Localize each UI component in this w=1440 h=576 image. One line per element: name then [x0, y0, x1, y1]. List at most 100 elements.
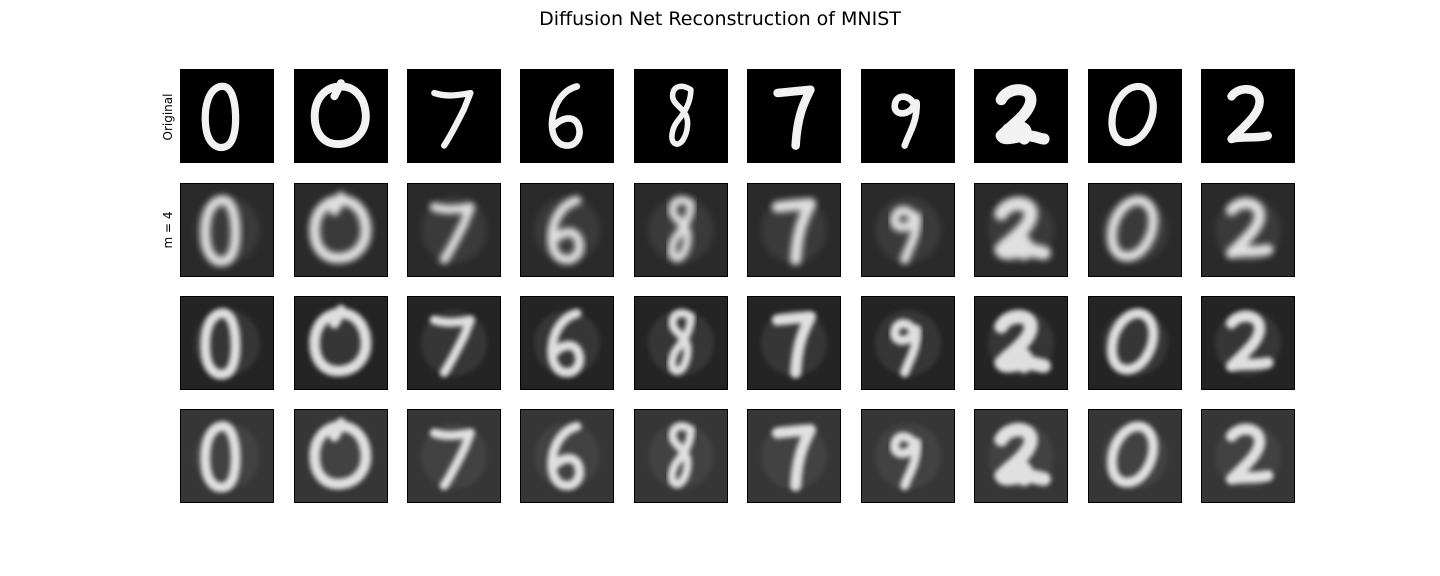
row-label-original: Original [161, 93, 175, 141]
digit-stroke [309, 417, 371, 490]
digit-stroke [994, 422, 1051, 486]
digit-stroke [429, 202, 475, 265]
digit-9-glyph [875, 310, 941, 378]
digit-stroke [667, 196, 695, 263]
digit-6-glyph [534, 421, 600, 491]
digit-0-glyph [194, 195, 260, 267]
digit-0-glyph [308, 417, 374, 490]
digit-0-glyph [201, 82, 240, 152]
digit-stroke [1107, 195, 1159, 262]
digit-stroke [547, 421, 585, 491]
digit-stroke [994, 309, 1051, 373]
digit-stroke [548, 83, 583, 149]
digit-0-glyph [308, 191, 374, 264]
digit-stroke [773, 85, 815, 150]
digit-7-glyph [431, 89, 474, 149]
digit-9-glyph [891, 93, 921, 149]
digit-image-r2-c2 [294, 183, 388, 277]
digit-stroke [547, 308, 585, 378]
digit-0-glyph [1102, 308, 1168, 376]
digit-7-glyph [761, 197, 827, 266]
digit-stroke [1225, 197, 1274, 259]
digit-stroke [994, 196, 1051, 260]
digit-image-r2-c1 [180, 183, 274, 277]
digit-stroke [667, 422, 695, 489]
digit-0-glyph [1102, 195, 1168, 263]
digit-0-glyph [1108, 82, 1157, 147]
digit-image-r4-c8 [974, 409, 1068, 503]
digit-6-glyph [534, 195, 600, 265]
digit-image-r2-c5 [634, 183, 728, 277]
digit-image-r1-c9 [1088, 69, 1182, 163]
digit-image-r4-c5 [634, 409, 728, 503]
digit-image-r3-c1 [180, 296, 274, 390]
digit-image-r4-c4 [520, 409, 614, 503]
digit-image-r2-c9 [1088, 183, 1182, 277]
digit-stroke [200, 308, 241, 380]
digit-image-r1-c5 [634, 69, 728, 163]
digit-image-r1-c7 [861, 69, 955, 163]
digit-stroke [995, 84, 1050, 145]
digit-2-glyph [1215, 197, 1281, 263]
digit-image-r3-c8 [974, 296, 1068, 390]
digit-image-r3-c3 [407, 296, 501, 390]
digit-stroke [429, 315, 475, 378]
digit-image-r4-c10 [1201, 409, 1295, 503]
digit-stroke [1107, 308, 1159, 375]
image-grid [180, 69, 1297, 505]
digit-8-glyph [648, 309, 714, 376]
digit-0-glyph [308, 304, 374, 377]
digit-image-r1-c1 [180, 69, 274, 163]
digit-image-r3-c4 [520, 296, 614, 390]
digit-stroke [1107, 421, 1159, 488]
digit-image-r2-c7 [861, 183, 955, 277]
digit-2-glyph [995, 84, 1050, 145]
digit-image-r2-c3 [407, 183, 501, 277]
digit-0-glyph [1102, 421, 1168, 489]
figure-title: Diffusion Net Reconstruction of MNIST [539, 8, 901, 30]
digit-7-glyph [421, 310, 487, 378]
digit-stroke [890, 319, 922, 378]
digit-7-glyph [421, 197, 487, 265]
digit-image-r4-c3 [407, 409, 501, 503]
digit-stroke [667, 309, 695, 376]
digit-stroke [1225, 310, 1274, 372]
digit-image-r1-c10 [1201, 69, 1295, 163]
digit-2-glyph [1215, 423, 1281, 489]
digit-6-glyph [548, 83, 583, 149]
digit-stroke [771, 424, 817, 492]
digit-image-r3-c9 [1088, 296, 1182, 390]
digit-stroke [309, 191, 371, 264]
digit-9-glyph [875, 197, 941, 265]
digit-stroke [200, 421, 241, 493]
digit-image-r3-c7 [861, 296, 955, 390]
digit-image-r4-c1 [180, 409, 274, 503]
digit-image-r3-c2 [294, 296, 388, 390]
digit-image-r2-c6 [747, 183, 841, 277]
digit-9-glyph [875, 423, 941, 491]
digit-image-r1-c6 [747, 69, 841, 163]
digit-0-glyph [194, 308, 260, 380]
digit-stroke [771, 311, 817, 379]
digit-stroke [310, 79, 370, 148]
digit-image-r4-c9 [1088, 409, 1182, 503]
row-label-m4: m = 4 [161, 211, 175, 249]
digit-0-glyph [194, 421, 260, 493]
digit-image-r2-c8 [974, 183, 1068, 277]
digit-image-r1-c8 [974, 69, 1068, 163]
digit-stroke [431, 89, 474, 149]
digit-7-glyph [761, 310, 827, 379]
digit-stroke [547, 195, 585, 265]
digit-stroke [1225, 423, 1274, 485]
digit-image-r1-c4 [520, 69, 614, 163]
digit-image-r3-c10 [1201, 296, 1295, 390]
digit-stroke [890, 432, 922, 491]
digit-stroke [1227, 85, 1272, 144]
digit-image-r2-c4 [520, 183, 614, 277]
digit-stroke [309, 304, 371, 377]
digit-image-r2-c10 [1201, 183, 1295, 277]
digit-2-glyph [1215, 310, 1281, 376]
digit-image-r1-c2 [294, 69, 388, 163]
digit-image-r4-c6 [747, 409, 841, 503]
digit-stroke [429, 428, 475, 491]
